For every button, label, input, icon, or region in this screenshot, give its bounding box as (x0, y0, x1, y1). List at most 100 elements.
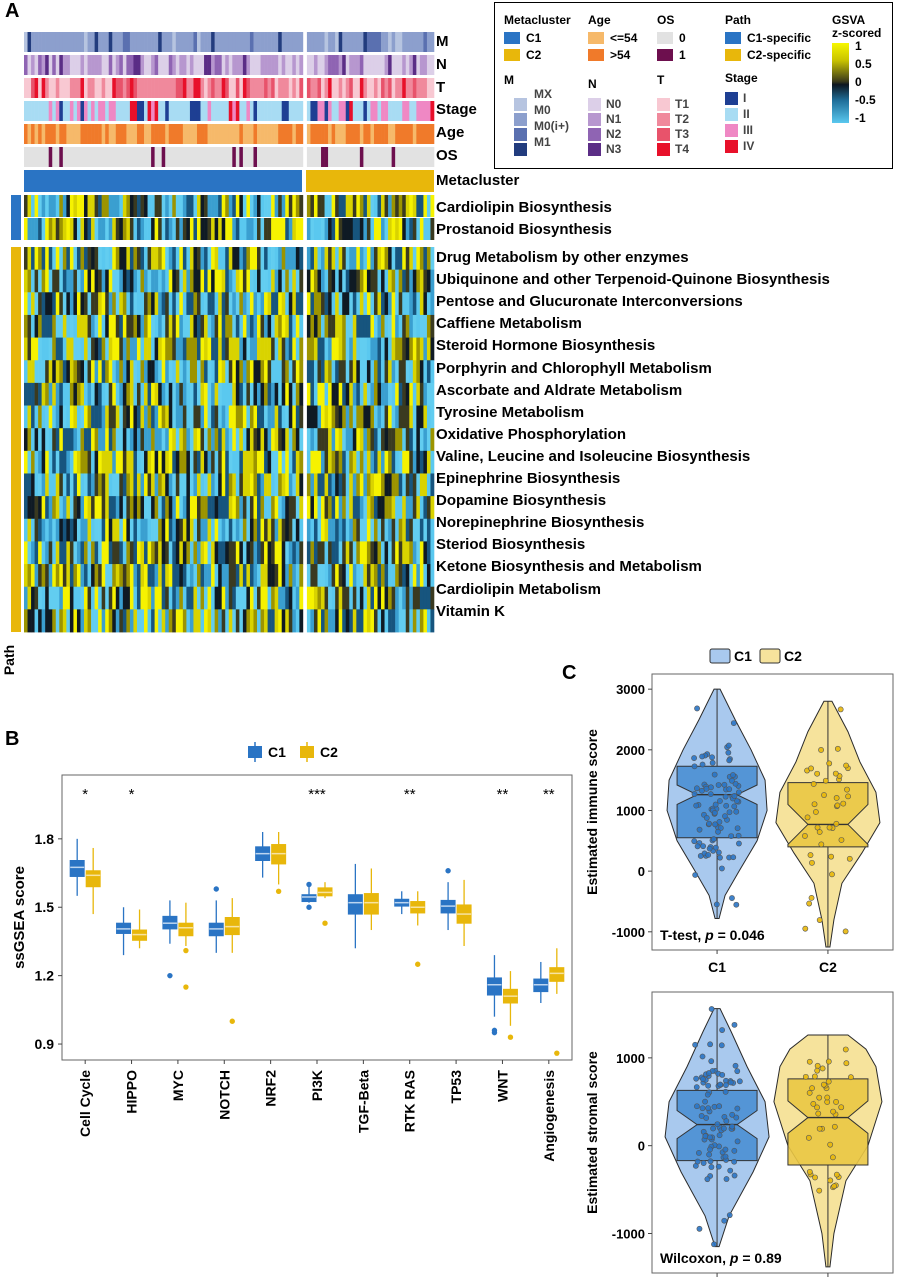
heatmap-cell (310, 101, 315, 121)
heatmap-cell (274, 337, 279, 361)
heatmap-cell (27, 101, 32, 121)
heatmap-cell (331, 382, 336, 406)
heatmap-cell (228, 55, 233, 75)
heatmap-cell (147, 55, 152, 75)
heatmap-cell (395, 147, 399, 167)
y-tick-label: 2000 (616, 743, 645, 758)
violin-point (808, 765, 814, 772)
heatmap-cell (246, 609, 251, 633)
heatmap-cell (211, 247, 215, 271)
heatmap-cell (133, 269, 138, 293)
heatmap-cell (94, 450, 99, 474)
box-body (301, 894, 317, 903)
violin-point (704, 1176, 711, 1183)
heatmap-cell (98, 78, 102, 98)
heatmap-cell (112, 147, 117, 167)
heatmap-cell (253, 124, 258, 144)
heatmap-cell (310, 269, 315, 293)
heatmap-cell (31, 101, 35, 121)
violin-point (719, 1071, 726, 1078)
legend-n-n1: N1 (606, 112, 622, 126)
heatmap-cell (278, 218, 283, 240)
heatmap-cell (133, 382, 138, 406)
heatmap-cell (366, 269, 371, 293)
heatmap-cell (55, 337, 60, 361)
y-tick-label: 1000 (616, 803, 645, 818)
heatmap-cell (73, 496, 78, 520)
heatmap-cell (80, 218, 85, 240)
heatmap-cell (45, 541, 50, 565)
heatmap-cell (388, 101, 392, 121)
heatmap-cell (285, 473, 290, 497)
heatmap-cell (101, 269, 106, 293)
heatmap-cell (207, 337, 212, 361)
heatmap-cell (409, 473, 414, 497)
heatmap-cell (359, 541, 364, 565)
heatmap-cell (292, 78, 297, 98)
heatmap-cell (151, 269, 155, 293)
heatmap-cell (321, 496, 325, 520)
violin-point (710, 1125, 717, 1132)
heatmap-cell (249, 314, 254, 338)
pathway-label: Ketone Biosynthesis and Metabolism (436, 558, 702, 576)
heatmap-cell (154, 101, 159, 121)
heatmap-cell (335, 78, 339, 98)
heatmap-cell (317, 101, 322, 121)
heatmap-cell (281, 564, 286, 588)
violin-point (814, 1062, 821, 1069)
heatmap-cell (324, 564, 329, 588)
heatmap-cell (136, 337, 141, 361)
heatmap-cell (249, 428, 254, 452)
heatmap-cell (94, 101, 99, 121)
heatmap-cell (342, 292, 347, 316)
violin-point (812, 809, 819, 815)
heatmap-cell (225, 147, 230, 167)
legend-key (709, 648, 731, 664)
heatmap-cell (409, 541, 414, 565)
heatmap-cell (45, 32, 50, 52)
heatmap-cell (331, 586, 336, 610)
heatmap-cell (136, 473, 141, 497)
heatmap-cell (384, 450, 389, 474)
heatmap-cell (310, 586, 315, 610)
x-tick-label: Angiogenesis (541, 1070, 557, 1162)
heatmap-cell (225, 314, 230, 338)
heatmap-cell (249, 78, 254, 98)
heatmap-cell (285, 147, 290, 167)
violin-point (810, 1100, 817, 1107)
heatmap-cell (161, 382, 166, 406)
heatmap-cell (108, 541, 113, 565)
legend-stage-iii: III (743, 123, 754, 137)
heatmap-cell (147, 405, 152, 429)
violin-point (712, 801, 719, 808)
heatmap-cell (119, 473, 124, 497)
heatmap-cell (147, 78, 152, 98)
heatmap-cell (356, 541, 361, 565)
heatmap-cell (328, 473, 332, 497)
heatmap-cell (345, 541, 350, 565)
heatmap-row-c2 (24, 382, 435, 406)
heatmap-cell (338, 382, 343, 406)
heatmap-cell (321, 32, 325, 52)
heatmap-cell (154, 269, 159, 293)
heatmap-cell (98, 147, 102, 167)
heatmap-cell (204, 314, 208, 338)
heatmap-cell (242, 101, 247, 121)
heatmap-cell (377, 496, 382, 520)
heatmap-cell (189, 541, 194, 565)
heatmap-cell (189, 405, 194, 429)
panel-c-label: C (562, 662, 577, 684)
heatmap-cell (140, 337, 145, 361)
heatmap-cell (264, 337, 268, 361)
heatmap-cell (207, 382, 212, 406)
heatmap-cell (388, 360, 392, 384)
heatmap-cell (105, 609, 110, 633)
heatmap-cell (31, 55, 35, 75)
heatmap-cell (196, 382, 201, 406)
heatmap-cell (370, 124, 375, 144)
heatmap-cell (225, 518, 230, 542)
heatmap-cell (200, 101, 205, 121)
heatmap-cell (172, 337, 177, 361)
heatmap-cell (24, 32, 28, 52)
